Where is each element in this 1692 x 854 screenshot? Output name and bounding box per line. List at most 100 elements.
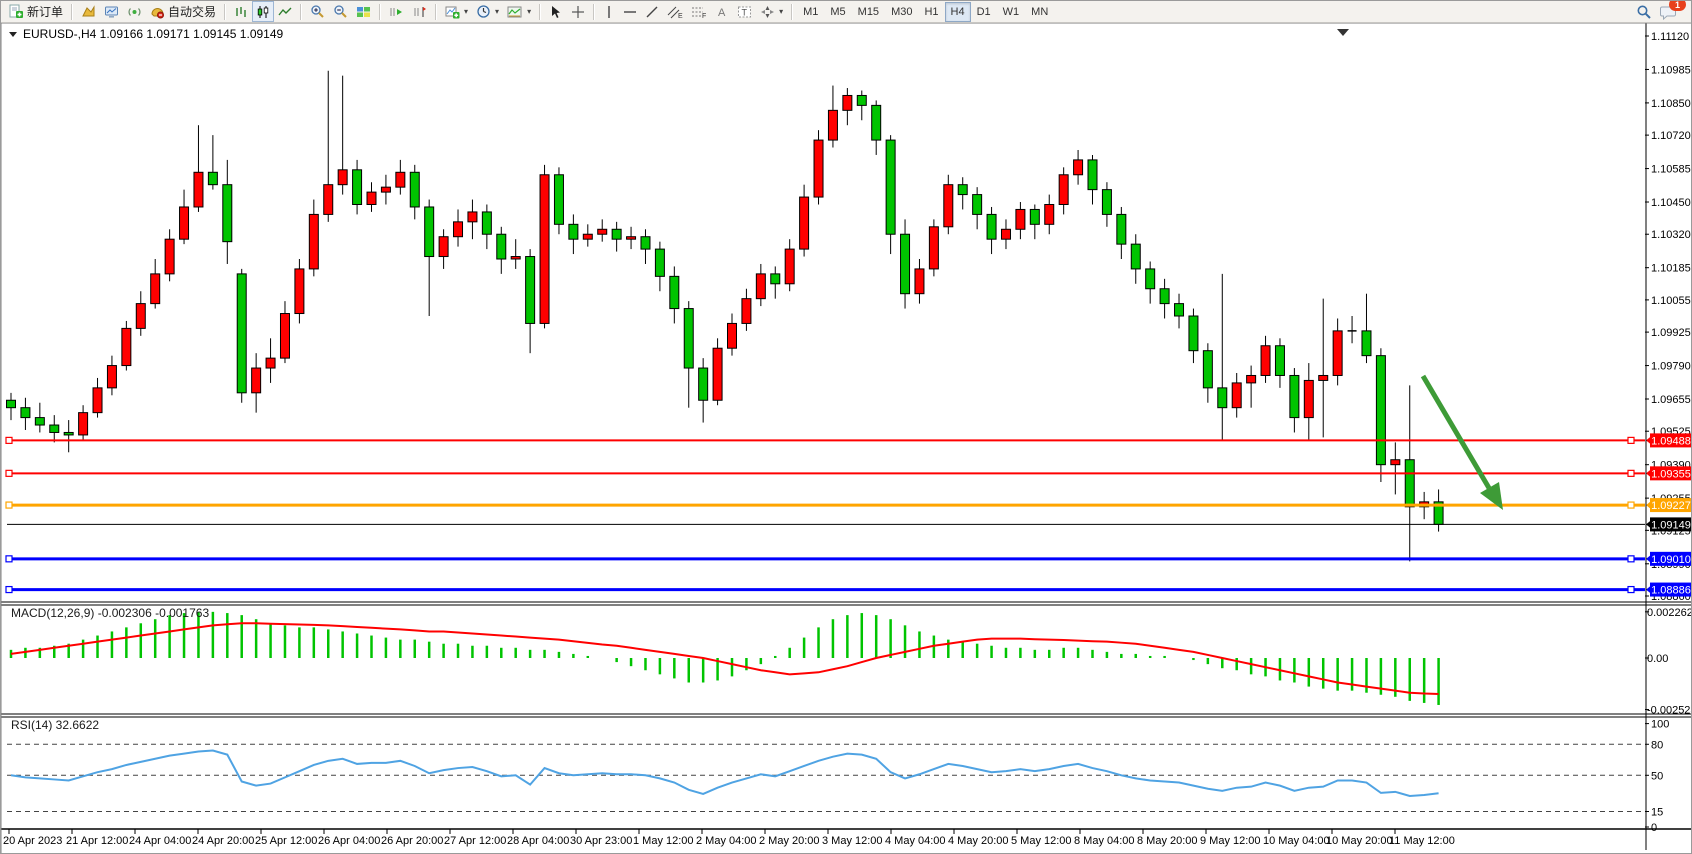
candlestick-chart-button[interactable] — [252, 1, 275, 22]
svg-text:E: E — [678, 13, 683, 19]
chart-shift-button[interactable] — [408, 1, 431, 22]
bear-candle — [669, 275, 680, 310]
market-watch-button[interactable] — [77, 1, 100, 22]
fibonacci-icon: F — [692, 7, 706, 19]
price-line-label: 1.09227 — [1646, 498, 1691, 513]
chart-window[interactable]: 1.11120 1.10985 1.10850 1.10720 1.10585 1.104… — [1, 22, 1691, 853]
line-handle[interactable] — [5, 585, 13, 594]
bull-candle — [928, 226, 939, 270]
bear-candle — [654, 248, 665, 277]
channel-tool-button[interactable]: E — [663, 1, 687, 22]
svg-text:1.09010: 1.09010 — [1651, 554, 1691, 566]
bear-candle — [568, 223, 579, 240]
bear-candle — [63, 431, 74, 436]
rsi-tick-label: 100 — [1651, 719, 1669, 731]
chat-button[interactable]: 1 — [1656, 1, 1686, 22]
date-tick-label: 2 May 20:00 — [759, 835, 820, 847]
date-tick-label: 8 May 20:00 — [1137, 835, 1198, 847]
signals-button[interactable] — [123, 1, 146, 22]
rsi-tick-label: 15 — [1651, 806, 1663, 818]
arrows-tool-button[interactable]: ▾ — [756, 1, 787, 22]
indicators-button[interactable]: ▾ — [441, 1, 472, 22]
tab-timeframe-m1[interactable]: M1 — [803, 5, 819, 18]
bear-candle — [1361, 330, 1372, 357]
bear-candle — [553, 174, 564, 225]
new-order-button[interactable]: 新订单 — [5, 1, 67, 22]
time-axis[interactable]: 20 Apr 2023 21 Apr 12:00 24 Apr 04:00 24 Ap… — [3, 829, 1455, 847]
arrows-icon — [761, 5, 775, 18]
dropdown-caret-icon: ▾ — [779, 7, 784, 16]
bull-candle — [1246, 374, 1257, 384]
line-handle[interactable] — [5, 555, 13, 563]
trendline-tool-button[interactable] — [641, 1, 663, 22]
tab-timeframe-h4[interactable]: H4 — [944, 1, 971, 22]
horizontal-lines — [5, 436, 1645, 594]
tab-timeframe-w1[interactable]: W1 — [1002, 5, 1020, 18]
tab-timeframe-h1[interactable]: H1 — [924, 5, 939, 18]
price-tick-label: 1.10850 — [1651, 98, 1691, 110]
tab-timeframe-m5[interactable]: M5 — [830, 5, 846, 18]
vertical-line-tool-button[interactable] — [599, 1, 619, 22]
bull-candle — [279, 313, 290, 359]
bear-candle — [352, 169, 363, 205]
line-handle[interactable] — [5, 469, 13, 477]
rsi-tick-label: 50 — [1651, 770, 1663, 782]
chart-shift-marker[interactable] — [1337, 29, 1349, 36]
new-order-label: 新订单 — [27, 5, 64, 19]
line-handle[interactable] — [5, 436, 13, 444]
symbol-dropdown-icon[interactable] — [9, 32, 17, 37]
price-tick-label: 1.10985 — [1651, 64, 1691, 76]
bear-candle — [1217, 387, 1228, 409]
text-label-icon: T — [738, 6, 752, 17]
zoom-out-icon — [334, 5, 347, 18]
fibonacci-tool-button[interactable]: F — [687, 1, 711, 22]
tab-timeframe-m30[interactable]: M30 — [891, 5, 913, 18]
templates-button[interactable]: ▾ — [503, 1, 535, 22]
auto-scroll-button[interactable] — [385, 1, 408, 22]
bull-candle — [1303, 379, 1314, 419]
search-button[interactable] — [1632, 1, 1656, 22]
bear-candle — [1116, 213, 1127, 245]
horizontal-line-tool-button[interactable] — [619, 1, 641, 22]
macd-label: MACD(12,26,9) -0.002306 -0.001763 — [11, 606, 209, 620]
price-tick-label: 1.09790 — [1651, 361, 1691, 373]
line-handle[interactable] — [1627, 555, 1635, 563]
line-handle[interactable] — [1627, 501, 1635, 509]
line-chart-button[interactable] — [274, 1, 296, 22]
line-handle[interactable] — [1627, 585, 1635, 594]
bear-candle — [1087, 159, 1098, 191]
price-tick-label: 1.10585 — [1651, 164, 1691, 176]
autotrading-button[interactable]: 自动交易 — [146, 1, 220, 22]
terminal-button[interactable] — [100, 1, 123, 22]
toolbar-separator — [71, 3, 74, 20]
line-handle[interactable] — [5, 501, 13, 509]
tab-timeframe-mn[interactable]: MN — [1031, 5, 1049, 18]
crosshair-tool-button[interactable] — [567, 1, 589, 22]
cursor-tool-button[interactable] — [545, 1, 567, 22]
line-handle[interactable] — [1627, 436, 1635, 444]
bull-candle — [597, 228, 608, 235]
periods-button[interactable]: ▾ — [472, 1, 503, 22]
bar-chart-button[interactable] — [230, 1, 252, 22]
tile-windows-button[interactable] — [352, 1, 375, 22]
toolbar-separator — [539, 3, 542, 20]
bear-candle — [640, 236, 651, 250]
zoom-out-button[interactable] — [329, 1, 352, 22]
zoom-in-button[interactable] — [306, 1, 329, 22]
new-order-icon — [9, 4, 23, 18]
line-handle[interactable] — [1627, 469, 1635, 477]
vertical-line-icon — [608, 5, 610, 18]
bear-candle — [1145, 268, 1156, 290]
terminal-icon — [105, 6, 119, 18]
tab-timeframe-m15[interactable]: M15 — [857, 5, 880, 18]
text-tool-button[interactable]: A — [711, 1, 733, 22]
trend-arrow-annotation[interactable] — [1420, 374, 1503, 510]
date-tick-label: 11 May 12:00 — [1389, 835, 1455, 847]
text-label-tool-button[interactable]: T — [733, 1, 756, 22]
date-tick-label: 10 May 04:00 — [1263, 835, 1330, 847]
bear-candle — [856, 94, 867, 106]
bull-candle — [121, 327, 132, 367]
date-tick-label: 8 May 04:00 — [1074, 835, 1135, 847]
tab-timeframe-d1[interactable]: D1 — [976, 5, 991, 18]
date-tick-label: 26 Apr 04:00 — [318, 835, 380, 847]
